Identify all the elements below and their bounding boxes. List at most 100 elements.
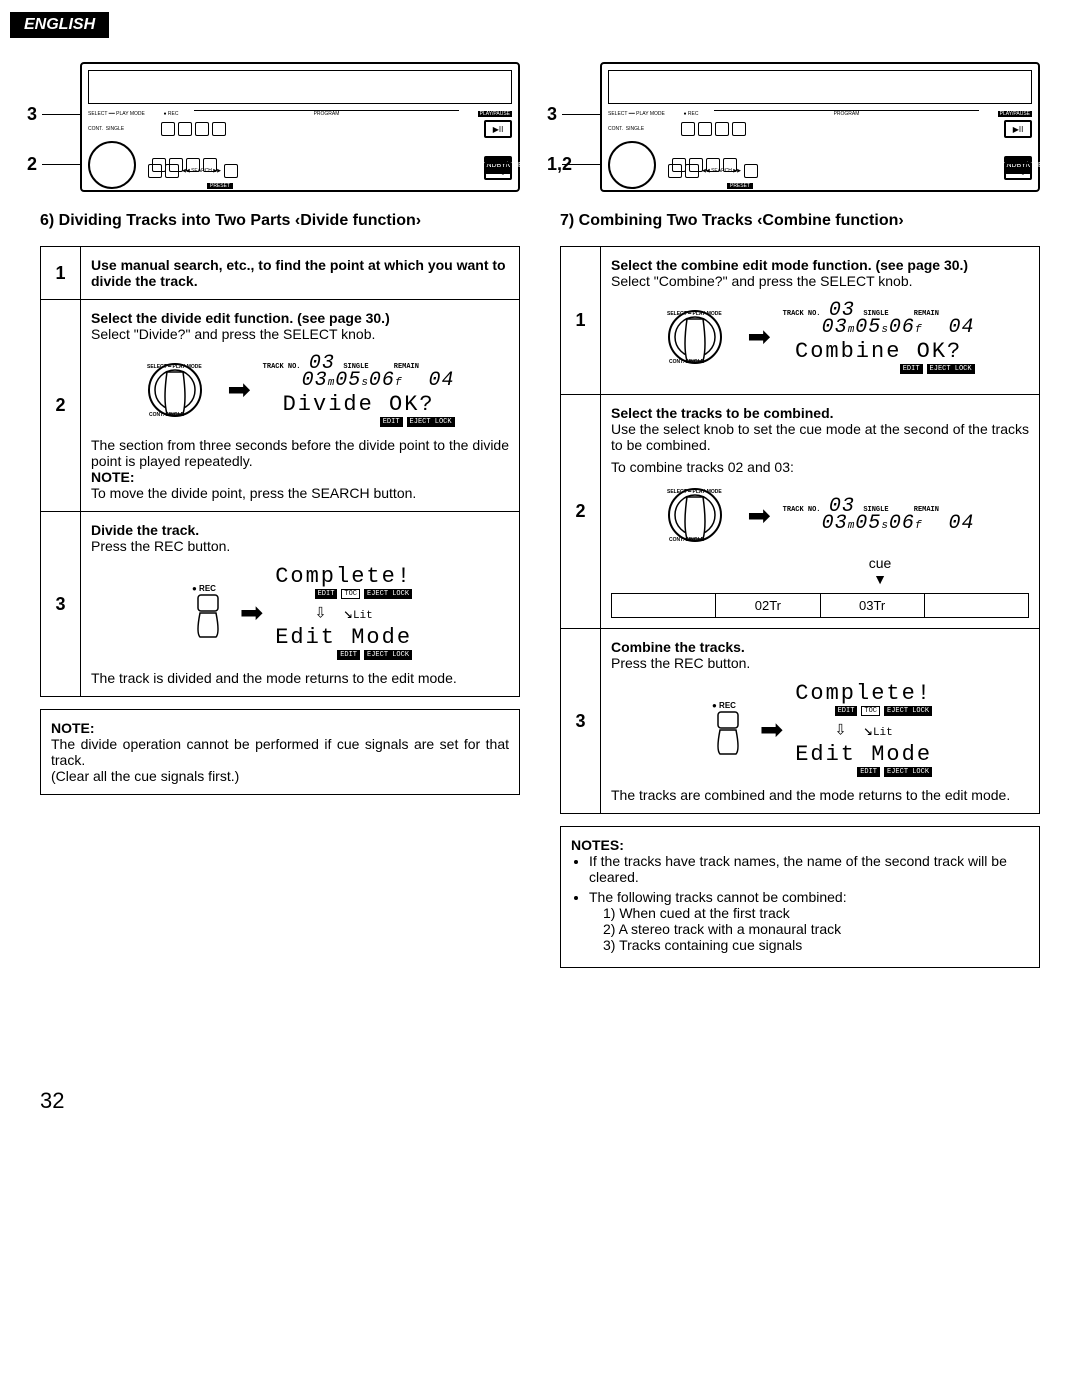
step3-heading: Divide the track. [91,522,509,538]
lcd-display: Complete! EDITTOCEJECT LOCK ⇩ ↘Lit Edit … [275,564,412,660]
device-diagram-right: 3 1,2 SELECT ━━ PLAY MODE ● REC PROGRAM … [600,62,1040,192]
pointer-line [42,164,82,165]
right-column: 3 1,2 SELECT ━━ PLAY MODE ● REC PROGRAM … [560,62,1040,968]
pointer-line [42,114,82,115]
table-row: 2 Select the tracks to be combined. Use … [561,395,1040,629]
device-screen [88,70,512,104]
step1-text: Use manual search, etc., to find the poi… [91,257,506,289]
right-notes-box: NOTES: If the tracks have track names, t… [560,826,1040,968]
pointer-2: 2 [27,154,37,175]
left-column: 3 2 SELECT ━━ PLAY MODE ● REC PROGRAM PL… [40,62,520,968]
step3-sub: Press the REC button. [91,538,509,554]
table-row: 3 Combine the tracks. Press the REC butt… [561,629,1040,814]
page-number: 32 [40,1088,1040,1114]
step-content: Combine the tracks. Press the REC button… [601,629,1040,814]
svg-text:CONT. SINGLE: CONT. SINGLE [149,412,185,418]
device-inner: SELECT ━━ PLAY MODE ● REC PROGRAM PLAY/P… [602,64,1038,195]
select-knob-icon: SELECT ━ PLAY MODE CONT. SINGLE [145,360,215,420]
device-screen [608,70,1032,104]
step2-sub: Select "Divide?" and press the SELECT kn… [91,326,509,342]
table-row: 1 Use manual search, etc., to find the p… [41,247,520,300]
note-label: NOTE: [91,469,509,485]
svg-text:● REC: ● REC [712,701,736,710]
select-knob-icon: SELECT ━ PLAY MODE CONT. SINGLE [665,307,735,367]
svg-text:CONT. SINGLE: CONT. SINGLE [669,537,705,543]
arrow-icon: ➡ [240,597,263,628]
step3-body: The track is divided and the mode return… [91,670,509,686]
step-num: 2 [561,395,601,629]
cue-cell-left: 02Tr [716,594,819,617]
notes-label: NOTES: [571,837,1029,853]
arrow-icon: ➡ [747,500,770,531]
table-row: 2 Select the divide edit function. (see … [41,300,520,512]
svg-text:SELECT ━ PLAY MODE: SELECT ━ PLAY MODE [147,364,202,370]
step2-example: To combine tracks 02 and 03: [611,459,1029,475]
cue-cell-right: 03Tr [821,594,924,617]
right-steps-table: 1 Select the combine edit mode function.… [560,246,1040,814]
step2-sub: Use the select knob to set the cue mode … [611,421,1029,453]
down-arrow-icon: ⇩ [314,602,326,625]
pointer-3: 3 [547,104,557,125]
list-item: If the tracks have track names, the name… [589,853,1029,885]
step-content: Select the tracks to be combined. Use th… [601,395,1040,629]
cue-label: cue ▼ [611,555,1029,587]
cue-cell-empty [925,594,1028,617]
svg-text:CONT. SINGLE: CONT. SINGLE [669,359,705,365]
step-content: Use manual search, etc., to find the poi… [81,247,520,300]
step-content: Divide the track. Press the REC button. … [81,512,520,697]
cue-row: 02Tr 03Tr [611,593,1029,618]
step2-heading: Select the divide edit function. (see pa… [91,310,509,326]
step2-graphic: SELECT ━ PLAY MODECONT. SINGLE ➡ TRACK N… [91,352,509,427]
svg-text:SELECT ━ PLAY MODE: SELECT ━ PLAY MODE [667,311,722,317]
rec-button-icon: ● REC [188,583,228,642]
step3-body: The tracks are combined and the mode ret… [611,787,1029,803]
sub-item: 1) When cued at the first track [603,905,1029,921]
lcd-display: TRACK NO. 03 SINGLE REMAIN 03m05s06f 04 … [783,299,975,374]
pointer-3: 3 [27,104,37,125]
step2-body: The section from three seconds before th… [91,437,509,469]
step3-heading: Combine the tracks. [611,639,1029,655]
step3-graphic: ● REC ➡ Complete! EDITTOCEJECT LOCK ⇩ ↘L… [91,564,509,660]
arrow-icon: ➡ [747,321,770,352]
arrow-icon: ➡ [760,714,783,745]
step-num: 3 [41,512,81,697]
right-section-title: 7) Combining Two Tracks ‹Combine functio… [560,212,1040,230]
device-diagram-left: 3 2 SELECT ━━ PLAY MODE ● REC PROGRAM PL… [80,62,520,192]
note-line1: The divide operation cannot be performed… [51,736,509,768]
pointer-line [562,114,602,115]
step-num: 2 [41,300,81,512]
step1-heading: Select the combine edit mode function. (… [611,257,1029,273]
step-content: Select the combine edit mode function. (… [601,247,1040,395]
note-line2: (Clear all the cue signals first.) [51,768,509,784]
step2-note: To move the divide point, press the SEAR… [91,485,509,501]
notes-list: If the tracks have track names, the name… [589,853,1029,953]
step3-sub: Press the REC button. [611,655,1029,671]
main-columns: 3 2 SELECT ━━ PLAY MODE ● REC PROGRAM PL… [40,62,1040,968]
list-item: The following tracks cannot be combined:… [589,889,1029,953]
step1-graphic: SELECT ━ PLAY MODE CONT. SINGLE ➡ TRACK N… [611,299,1029,374]
sub-item: 2) A stereo track with a monaural track [603,921,1029,937]
lcd-display: TRACK NO. 03 SINGLE REMAIN 03m05s06f 04 [783,495,975,535]
step2-graphic: SELECT ━ PLAY MODE CONT. SINGLE ➡ TRACK N… [611,485,1029,545]
pointer-line [562,164,602,165]
left-steps-table: 1 Use manual search, etc., to find the p… [40,246,520,697]
svg-text:SELECT ━ PLAY MODE: SELECT ━ PLAY MODE [667,489,722,495]
lcd-display: Complete! EDITTOCEJECT LOCK ⇩ ↘Lit Edit … [795,681,932,777]
svg-text:● REC: ● REC [192,584,216,593]
step3-graphic: ● REC ➡ Complete! EDITTOCEJECT LOCK ⇩ ↘L… [611,681,1029,777]
device-inner: SELECT ━━ PLAY MODE ● REC PROGRAM PLAY/P… [82,64,518,195]
language-tab: ENGLISH [10,12,109,38]
down-arrow-icon: ⇩ [834,719,846,742]
step-content: Select the divide edit function. (see pa… [81,300,520,512]
table-row: 3 Divide the track. Press the REC button… [41,512,520,697]
left-note-box: NOTE: The divide operation cannot be per… [40,709,520,795]
sub-item: 3) Tracks containing cue signals [603,937,1029,953]
rec-button-icon: ● REC [708,700,748,759]
step-num: 1 [41,247,81,300]
step-num: 1 [561,247,601,395]
step-num: 3 [561,629,601,814]
note-label: NOTE: [51,720,509,736]
left-section-title: 6) Dividing Tracks into Two Parts ‹Divid… [40,212,520,230]
cue-cell-empty [612,594,715,617]
table-row: 1 Select the combine edit mode function.… [561,247,1040,395]
